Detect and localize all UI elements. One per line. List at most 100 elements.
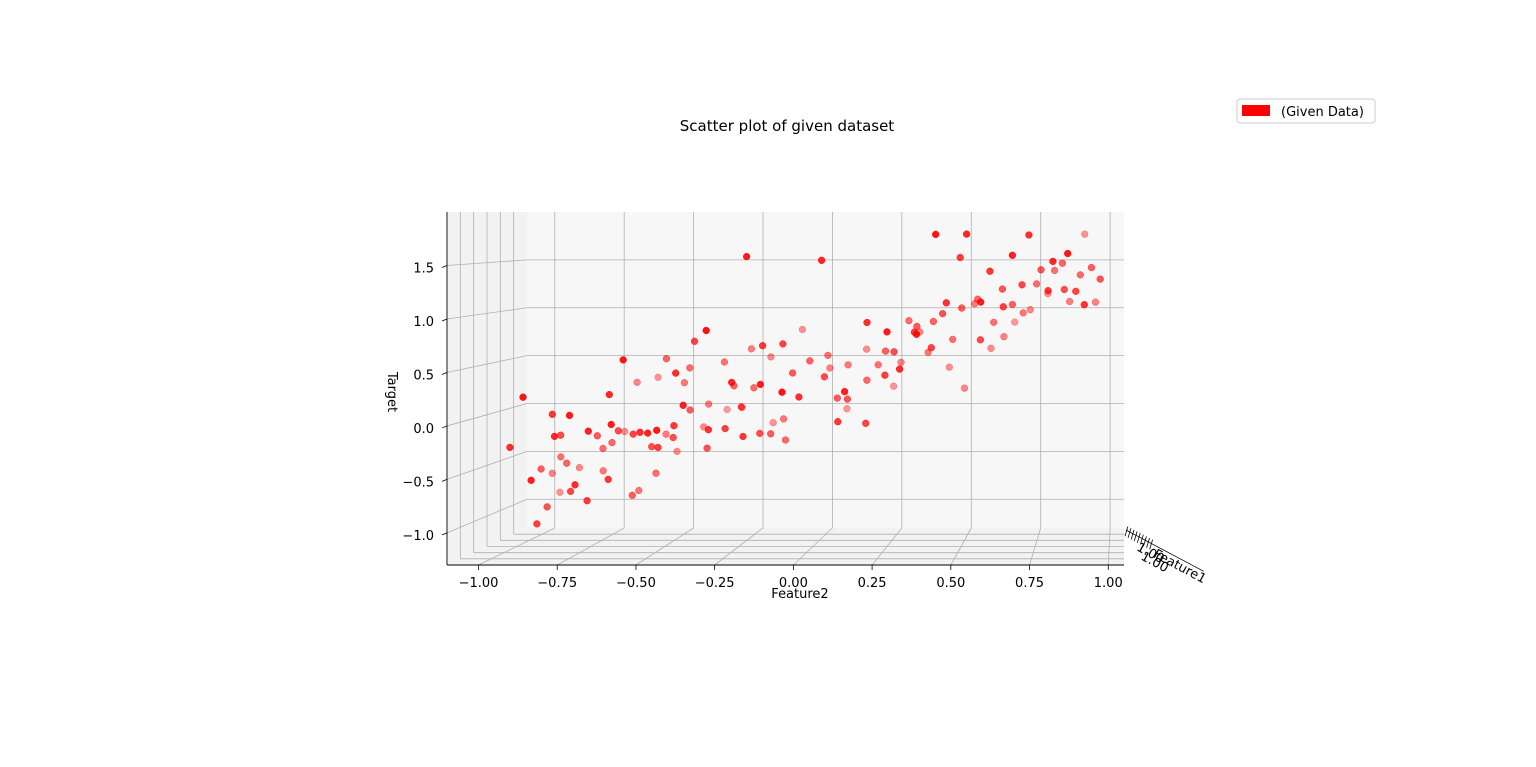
data-points <box>506 230 1104 528</box>
data-point <box>604 475 612 484</box>
feature2-tick-label: 0.75 <box>1015 576 1044 591</box>
data-point <box>628 491 636 499</box>
data-point <box>629 430 637 438</box>
data-point <box>644 429 652 437</box>
data-point <box>1096 275 1104 283</box>
data-point <box>614 427 622 435</box>
data-point <box>977 298 985 306</box>
feature2-tick-label: −0.75 <box>537 576 577 591</box>
data-point <box>635 486 643 495</box>
data-point <box>506 443 514 452</box>
axis-lines <box>446 212 1124 566</box>
data-point <box>927 344 935 352</box>
data-point <box>769 419 777 427</box>
feature1-tick <box>1124 526 1129 537</box>
data-point <box>1060 285 1068 294</box>
data-point <box>672 369 680 377</box>
data-point <box>1087 263 1096 272</box>
data-point <box>798 325 807 334</box>
feature1-tick <box>1149 539 1153 550</box>
feature2-tick-label: −0.50 <box>616 576 656 591</box>
data-point <box>929 317 938 326</box>
feature2-tick-label: 0.00 <box>779 576 808 591</box>
data-point <box>862 345 871 353</box>
data-point <box>599 467 607 475</box>
data-point <box>960 384 969 392</box>
data-point <box>543 503 551 511</box>
data-point <box>723 405 731 414</box>
data-point <box>781 436 790 444</box>
data-point <box>669 433 677 442</box>
feature2-tick-label: −1.00 <box>459 576 499 591</box>
data-point <box>720 358 729 366</box>
data-point <box>670 422 678 430</box>
data-point <box>607 420 615 429</box>
data-point <box>1011 318 1019 326</box>
data-point <box>721 424 729 433</box>
data-point <box>680 379 689 387</box>
data-point <box>844 361 852 369</box>
data-point <box>583 497 591 505</box>
data-point <box>1019 309 1027 317</box>
feature1-tick <box>1146 537 1150 548</box>
data-point <box>767 353 775 361</box>
data-point <box>1000 333 1008 341</box>
data-point <box>1044 287 1052 295</box>
data-point <box>686 406 694 414</box>
data-point <box>945 363 953 371</box>
data-point <box>703 444 711 452</box>
data-point <box>962 230 971 238</box>
data-point <box>833 394 841 402</box>
data-point <box>704 426 713 434</box>
chart-title: Scatter plot of given dataset <box>680 117 895 135</box>
data-point <box>557 453 565 461</box>
data-point <box>608 438 616 447</box>
data-point <box>942 299 950 307</box>
data-point <box>605 390 613 399</box>
legend-label: (Given Data) <box>1281 105 1364 120</box>
legend-swatch <box>1242 105 1270 116</box>
data-point <box>750 384 758 392</box>
feature1-tick <box>1140 534 1144 545</box>
data-point <box>633 378 641 386</box>
data-point <box>742 252 751 261</box>
data-point <box>571 481 579 489</box>
data-point <box>912 330 921 338</box>
data-point <box>1050 266 1059 275</box>
data-point <box>565 411 574 420</box>
data-point <box>548 469 556 477</box>
data-point <box>890 348 898 356</box>
data-point <box>654 373 662 381</box>
target-tick <box>441 372 448 375</box>
data-point <box>881 347 890 355</box>
data-point <box>566 487 575 496</box>
data-point <box>662 430 670 438</box>
data-point <box>702 326 710 335</box>
target-tick-label: 0.5 <box>413 368 434 383</box>
data-point <box>779 415 788 423</box>
data-point <box>905 317 913 325</box>
data-point <box>956 253 964 262</box>
data-point <box>550 432 559 441</box>
data-point <box>932 230 940 239</box>
feature1-tick <box>1130 529 1135 540</box>
target-tick <box>441 318 448 322</box>
feature2-tick-label: −0.25 <box>695 576 735 591</box>
data-point <box>1080 301 1088 309</box>
target-axis-label: Target <box>384 371 399 412</box>
data-point <box>990 318 998 326</box>
data-point <box>767 430 775 438</box>
data-point <box>806 357 814 365</box>
data-point <box>897 358 905 366</box>
data-point <box>889 382 898 390</box>
data-point <box>1091 298 1100 306</box>
feature1-tick <box>1136 532 1141 543</box>
data-point <box>998 285 1007 293</box>
data-point <box>874 361 882 369</box>
data-point <box>636 428 644 436</box>
data-point <box>556 488 564 496</box>
data-point <box>756 380 765 389</box>
legend: (Given Data) <box>1236 98 1376 124</box>
data-point <box>575 463 584 472</box>
